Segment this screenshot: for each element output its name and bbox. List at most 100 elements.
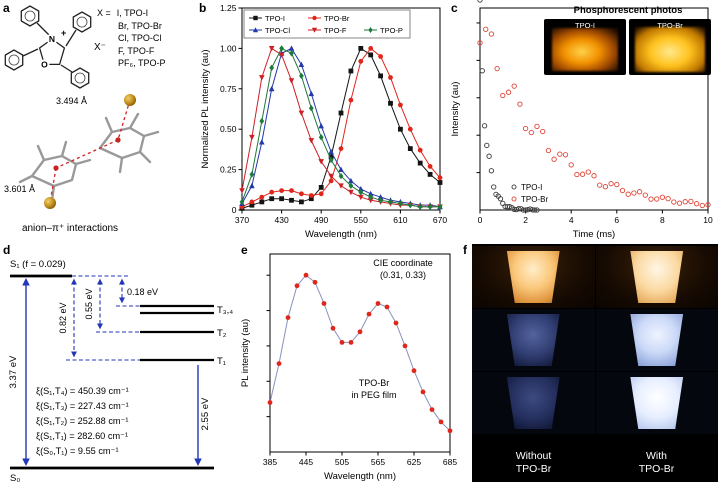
x-tick-label: 4 [569, 215, 574, 225]
series-markers [477, 26, 711, 209]
gap-s1-t1-label: 0.82 eV [58, 302, 68, 333]
energy-level-diagram: S₁ (f = 0.029) T₃,₄ T₂ T₁ S₀ 3.37 eV 0.8… [8, 259, 233, 484]
legend-label: TPO-I [521, 183, 542, 192]
gap-s1-t2-label: 0.55 eV [84, 288, 94, 319]
photo-daylight-with-tpobr [595, 246, 718, 308]
photo-uv-on-without-tpobr [472, 309, 595, 371]
counterion-item: PF₆, TPO-P [118, 58, 166, 68]
x-axis-label: Time (ms) [573, 229, 615, 240]
panel-a-caption: anion–π⁺ interactions [22, 223, 118, 234]
x-tick-label: 565 [371, 457, 385, 467]
molecular-structure-drawing: N O + X⁻ [4, 5, 160, 234]
inset-title: Phosphorescent photos [573, 5, 683, 16]
lamp-shade [506, 377, 560, 429]
n-atom-mask [46, 33, 58, 45]
y-axis-label: PL intensity (au) [240, 319, 251, 387]
x-tick-label: 385 [263, 457, 277, 467]
o-atom-label: O [41, 59, 48, 69]
lamp-shade [506, 314, 560, 366]
s1-level-label: S₁ (f = 0.029) [10, 259, 66, 270]
x-tick-label: 0 [478, 215, 483, 225]
panel-c: c 0 2 4 6 8 10 Time (ms) Intensity (au) TPO-I TPO… [448, 0, 720, 242]
y-axis-label: Intensity (au) [450, 82, 461, 137]
y-tick-label: 0.50 [220, 124, 237, 134]
counterion-symbol: X⁻ [94, 42, 106, 53]
counterion-list: X = I, TPO-I Br, TPO-Br Cl, TPO-Cl F, TP… [97, 7, 165, 70]
panel-label-b: b [199, 1, 207, 15]
legend-label: TPO-F [324, 26, 347, 35]
soc-value: ξ(S₁,T₃) = 227.43 cm⁻¹ [36, 401, 129, 411]
series-markers [239, 46, 443, 211]
panel-label-a: a [3, 1, 10, 15]
legend-label: TPO-P [380, 26, 403, 35]
anion-sphere-bottom [44, 197, 56, 209]
t2-level-label: T₂ [217, 328, 227, 339]
energy-gap-arrows [22, 277, 202, 467]
decay-chart: 0 2 4 6 8 10 Time (ms) Intensity (au) TPO-I TPO-B… [450, 0, 713, 240]
y-tick-label: 0 [232, 205, 237, 215]
x-tick-label: 430 [275, 215, 289, 225]
energy-levels [10, 274, 214, 470]
panel-label-d: d [3, 243, 11, 257]
plot-frame [241, 7, 441, 211]
gap-s1-t34-label: 0.18 eV [127, 287, 158, 297]
distance-bottom-label: 3.601 Å [4, 184, 35, 194]
molecule-wireframe-upper [98, 112, 160, 174]
phosphorescent-photos-inset: Phosphorescent photos TPO-I TPO-Br [544, 5, 712, 75]
legend-label: TPO-I [265, 14, 285, 23]
soc-value: ξ(S₁,T₄) = 450.39 cm⁻¹ [36, 386, 129, 396]
panel-e: e 385 445 505 565 625 685 Wavelength (nm) PL in… [238, 242, 460, 484]
plot-frame [479, 7, 709, 211]
photo-label-tpoi: TPO-I [575, 21, 595, 30]
absorption-energy-label: 3.37 eV [8, 355, 19, 388]
panel-a: a N O + X⁻ [0, 0, 196, 242]
t34-level-label: T₃,₄ [217, 305, 233, 316]
panel-d: d [0, 242, 238, 484]
photo-label-tpobr: TPO-Br [657, 21, 683, 30]
t1-level-label: T₁ [217, 356, 226, 367]
x-axis-label: Wavelength (nm) [324, 471, 396, 482]
x-tick-label: 685 [443, 457, 457, 467]
series-markers [477, 0, 540, 213]
x-axis-label: Wavelength (nm) [305, 229, 377, 240]
panel-f: f Without TPO-Br With TPO-Br [460, 242, 720, 484]
dashed-level-extensions [66, 275, 140, 361]
lamp-shade [506, 251, 560, 303]
x-tick-label: 610 [393, 215, 407, 225]
soc-value: ξ(S₀,T₁) = 9.55 cm⁻¹ [36, 446, 119, 456]
x-tick-label: 445 [299, 457, 313, 467]
y-tick-label: 0.75 [220, 84, 237, 94]
label-without-tpobr: Without TPO-Br [515, 450, 552, 475]
phosphorescent-photo-tpoi: TPO-I [544, 19, 626, 75]
series-markers [267, 272, 453, 434]
y-tick-label: 0.25 [220, 165, 237, 175]
white-emission-spectrum-chart: 385 445 505 565 625 685 Wavelength (nm) PL inte… [240, 253, 457, 482]
phosphorescence-energy-label: 2.55 eV [200, 397, 211, 430]
panel-label-e: e [241, 243, 248, 257]
x-tick-label: 490 [314, 215, 328, 225]
photo-daylight-without-tpobr [472, 246, 595, 308]
o-atom-mask [39, 59, 50, 70]
led-photos-block: Without TPO-Br With TPO-Br [472, 244, 718, 482]
counterion-item: Br, TPO-Br [118, 20, 162, 31]
panel-label-f: f [463, 243, 467, 257]
series-markers [239, 46, 443, 210]
positive-charge-label: + [61, 28, 66, 38]
soc-value: ξ(S₁,T₂) = 252.88 cm⁻¹ [36, 416, 128, 426]
x-tick-label: 625 [407, 457, 421, 467]
oxazolium-ring [38, 38, 66, 66]
lamp-shade [630, 377, 684, 429]
soc-value: ξ(S₁,T₁) = 282.60 cm⁻¹ [36, 431, 128, 441]
panel-b: b 370 430 490 550 610 670 0 0.25 0.50 0.75 1.00 1.2… [196, 0, 448, 242]
x-tick-label: 2 [523, 215, 528, 225]
anion-sphere-top [124, 94, 136, 106]
ring-centroid-lower [53, 165, 59, 171]
molecule-wireframe-lower [18, 140, 92, 202]
photo-afterglow-without-tpobr [472, 372, 595, 434]
legend-box [243, 9, 411, 39]
phosphorescent-photo-tpobr: TPO-Br [629, 19, 711, 75]
y-tick-label: 1.00 [220, 43, 237, 53]
x-tick-label: 550 [354, 215, 368, 225]
x-equals-label: X = [97, 8, 111, 18]
